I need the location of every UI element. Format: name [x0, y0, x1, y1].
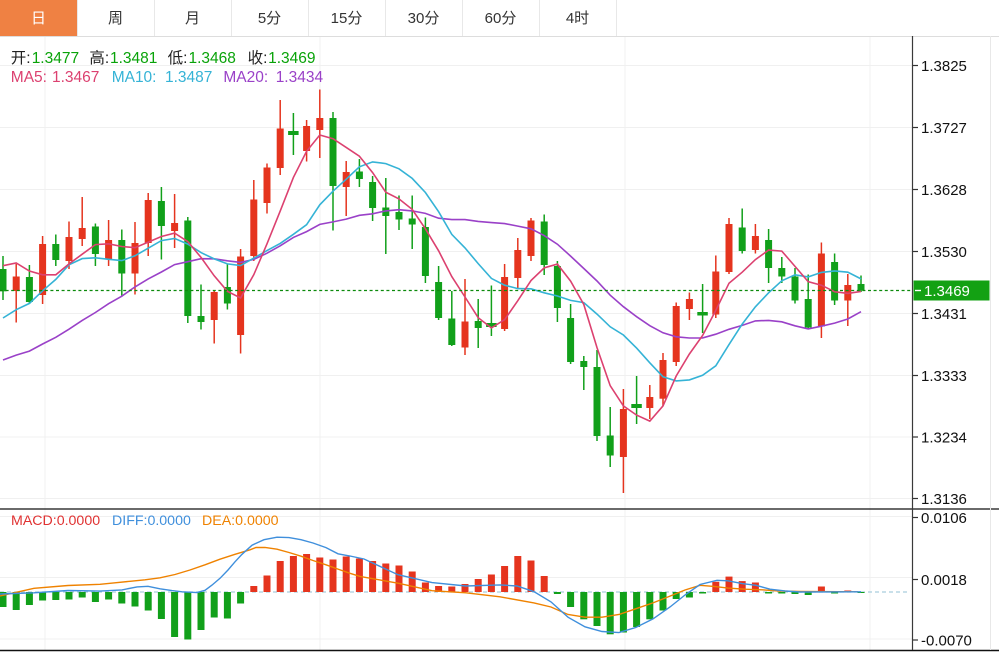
svg-text:收:: 收:: [248, 49, 268, 67]
svg-text:开:: 开:: [11, 50, 31, 67]
svg-text:MA5:: MA5:: [11, 69, 47, 86]
svg-text:1.3469: 1.3469: [924, 283, 970, 300]
svg-text:1.3469: 1.3469: [268, 50, 315, 67]
svg-text:4时: 4时: [566, 10, 589, 27]
svg-text:MACD:0.0000: MACD:0.0000: [11, 513, 100, 529]
svg-text:1.3530: 1.3530: [921, 244, 967, 261]
svg-text:DEA:0.0000: DEA:0.0000: [202, 513, 279, 529]
svg-text:1.3628: 1.3628: [921, 182, 967, 199]
svg-text:1.3727: 1.3727: [921, 120, 967, 137]
svg-text:15分: 15分: [331, 10, 363, 27]
svg-text:5分: 5分: [258, 10, 281, 27]
svg-text:60分: 60分: [485, 10, 517, 27]
svg-text:1.3434: 1.3434: [276, 69, 324, 86]
svg-text:MA20:: MA20:: [223, 69, 268, 86]
svg-text:0.0018: 0.0018: [921, 572, 967, 589]
svg-text:周: 周: [108, 10, 123, 27]
svg-text:低:: 低:: [168, 49, 188, 67]
svg-text:1.3234: 1.3234: [921, 430, 967, 447]
svg-text:1.3481: 1.3481: [110, 50, 157, 67]
svg-text:高:: 高:: [89, 49, 109, 67]
svg-text:0.0106: 0.0106: [921, 510, 967, 527]
svg-text:日: 日: [31, 10, 46, 27]
svg-text:DIFF:0.0000: DIFF:0.0000: [112, 513, 191, 529]
svg-text:1.3825: 1.3825: [921, 58, 967, 75]
svg-text:MA10:: MA10:: [112, 69, 157, 86]
svg-text:1.3136: 1.3136: [921, 491, 967, 508]
svg-text:1.3333: 1.3333: [921, 368, 967, 385]
svg-text:1.3467: 1.3467: [52, 69, 99, 86]
svg-text:-0.0070: -0.0070: [921, 633, 972, 650]
svg-text:月: 月: [185, 10, 200, 27]
svg-text:1.3468: 1.3468: [189, 50, 236, 67]
svg-text:1.3477: 1.3477: [32, 50, 79, 67]
svg-text:1.3431: 1.3431: [921, 306, 967, 323]
svg-text:30分: 30分: [408, 10, 440, 27]
svg-text:1.3487: 1.3487: [165, 69, 212, 86]
